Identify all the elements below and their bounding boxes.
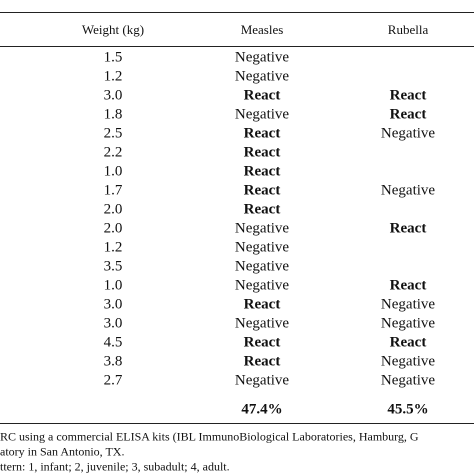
table-cell: 1.0 — [103, 163, 123, 180]
table-cell: 1.0 — [103, 277, 123, 294]
table-cell: 4.5 — [103, 334, 123, 351]
header-rule — [0, 46, 474, 47]
bottom-rule — [0, 423, 474, 424]
table-cell: Negative — [234, 315, 290, 332]
table-cell: React — [243, 201, 281, 218]
table-cell: Negative — [234, 258, 290, 275]
table-cell: React — [389, 220, 427, 237]
table-cell: Negative — [234, 106, 290, 123]
table-cell: React — [243, 353, 281, 370]
table-cell: React — [389, 87, 427, 104]
footnote: atory in San Antonio, TX. — [0, 444, 125, 459]
table-cell: 2.2 — [103, 144, 123, 161]
footnote: ttern: 1, infant; 2, juvenile; 3, subadu… — [0, 459, 230, 474]
column-header: Weight (kg) — [81, 22, 145, 37]
table-cell: Negative — [234, 220, 290, 237]
table-cell: Negative — [380, 125, 436, 142]
table-cell: Negative — [234, 49, 290, 66]
table-cell: React — [389, 334, 427, 351]
table-cell: Negative — [380, 353, 436, 370]
table-cell: Negative — [234, 372, 290, 389]
table-cell: Negative — [234, 239, 290, 256]
table-cell: Negative — [380, 372, 436, 389]
table-cell: React — [389, 106, 427, 123]
table-cell: React — [243, 182, 281, 199]
table-cell: Negative — [234, 277, 290, 294]
table-cell: 3.8 — [103, 353, 123, 370]
table-cell: React — [243, 163, 281, 180]
table-cell: 2.0 — [103, 201, 123, 218]
table-cell: 3.0 — [103, 315, 123, 332]
footnote: RC using a commercial ELISA kits (IBL Im… — [0, 429, 419, 444]
table-cell: 2.5 — [103, 125, 123, 142]
table-cell: 3.0 — [103, 296, 123, 313]
table-cell: Negative — [380, 182, 436, 199]
table-cell: 3.5 — [103, 258, 123, 275]
table-cell: React — [243, 87, 281, 104]
table-cell: Negative — [234, 68, 290, 85]
table-cell: Negative — [380, 315, 436, 332]
table-cell: 1.5 — [103, 49, 123, 66]
top-rule — [0, 12, 474, 13]
column-header: Rubella — [387, 22, 429, 37]
table-cell: 3.0 — [103, 87, 123, 104]
table-cell: 1.2 — [103, 68, 123, 85]
table-cell: Negative — [380, 296, 436, 313]
table-cell: 2.0 — [103, 220, 123, 237]
table-cell: React — [243, 334, 281, 351]
table-cell: 1.7 — [103, 182, 123, 199]
total-cell: 45.5% — [387, 401, 429, 418]
table-cell: React — [243, 144, 281, 161]
table-cell: 1.2 — [103, 239, 123, 256]
table-cell: React — [243, 125, 281, 142]
total-cell: 47.4% — [241, 401, 283, 418]
column-header: Measles — [240, 22, 284, 37]
table-cell: React — [243, 296, 281, 313]
table-cell: 2.7 — [103, 372, 123, 389]
table-cell: React — [389, 277, 427, 294]
table-cell: 1.8 — [103, 106, 123, 123]
